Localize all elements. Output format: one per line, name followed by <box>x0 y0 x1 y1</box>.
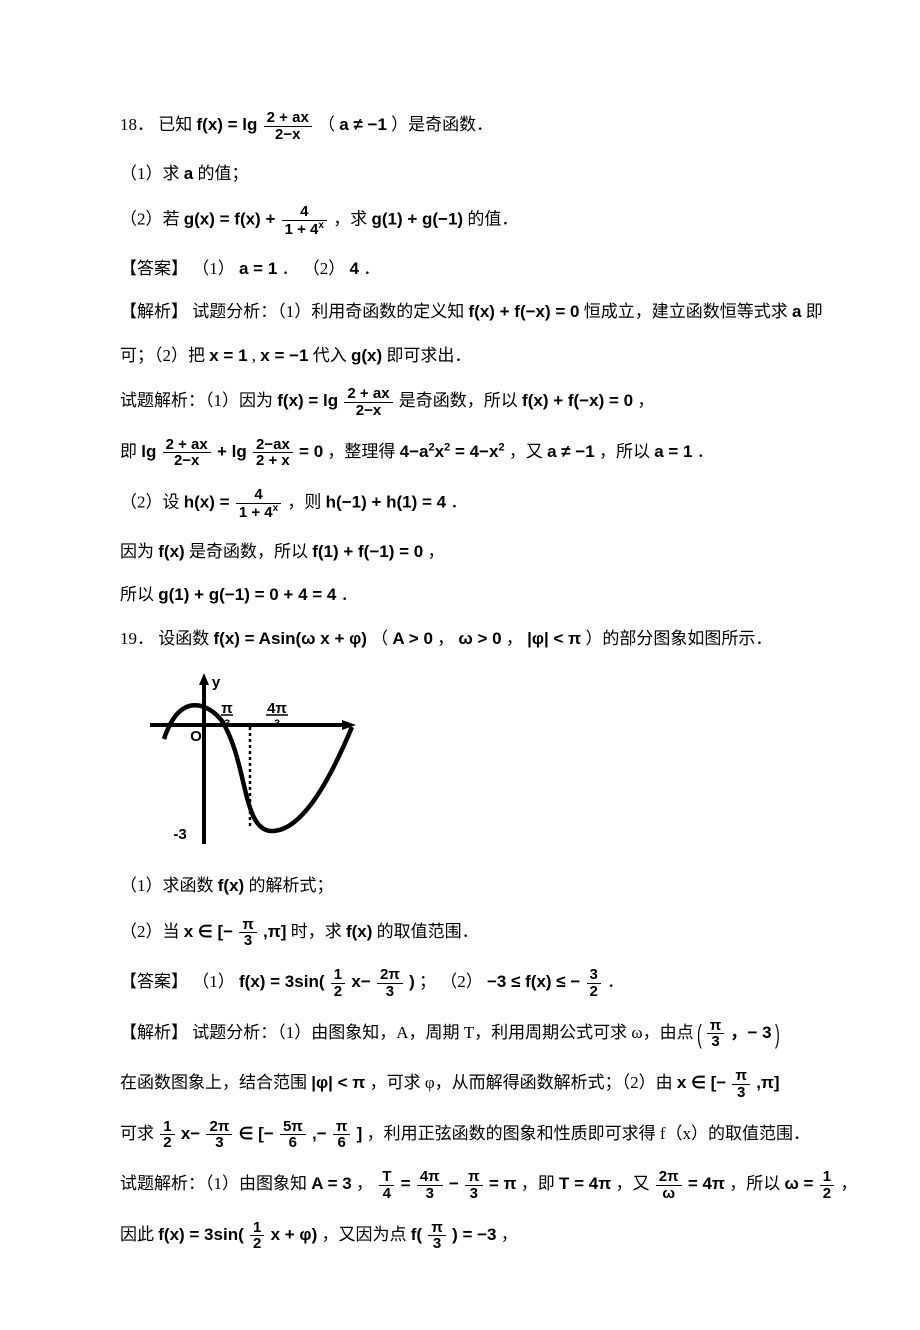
ylabel: y <box>212 674 221 691</box>
q18-jx1: 【解析】 试题分析：（1）利用奇函数的定义知 f(x) + f(−x) = 0 … <box>120 299 800 325</box>
q19-jx3: 可求 1 2 x− 2π 3 ∈ [− 5π 6 ,− π 6 ] ，利用正弦函… <box>120 1119 800 1152</box>
sine-graph: y O -3 π 3 4π 3 <box>142 669 800 859</box>
q19-jx2: 在函数图象上，结合范围 |φ| < π ，可求 φ，从而解得函数解析式；（2）由… <box>120 1068 800 1101</box>
q19-p2: （2）当 x ∈ [− π 3 ,π] 时，求 f(x) 的取值范围． <box>120 917 800 950</box>
q18-fx: f(x) = lg <box>197 115 258 134</box>
q19-line1: 19． 设函数 f(x) = Asin(ω x + φ) （ A > 0 ， ω… <box>120 626 800 652</box>
svg-text:3: 3 <box>274 718 280 730</box>
q18-s4: 因为 f(x) 是奇函数，所以 f(1) + f(−1) = 0 ， <box>120 539 800 565</box>
q18-head-a: 已知 <box>158 115 192 134</box>
q18-frac1: 2 + ax 2−x <box>264 110 312 143</box>
q19-s1: 试题解析：（1）由图象知 A = 3 ， T 4 = 4π 3 − π 3 = … <box>120 1169 800 1202</box>
q19-p1: （1）求函数 f(x) 的解析式； <box>120 873 800 899</box>
q18-head-b: （ <box>318 115 335 134</box>
q19-ans: 【答案】 （1） f(x) = 3sin( 1 2 x− 2π 3 ) ； （2… <box>120 967 800 1000</box>
q18-line1: 18． 已知 f(x) = lg 2 + ax 2−x （ a ≠ −1 ）是奇… <box>120 110 800 143</box>
q18-s5: 所以 g(1) + g(−1) = 0 + 4 = 4 ． <box>120 582 800 608</box>
q18-s2: 即 lg 2 + ax 2−x + lg 2−ax 2 + x = 0 ，整理得… <box>120 437 800 470</box>
q18-s1: 试题解析：（1）因为 f(x) = lg 2 + ax 2−x 是奇函数，所以 … <box>120 386 800 419</box>
q19-s2: 因此 f(x) = 3sin( 1 2 x + φ) ，又因为点 f( π 3 … <box>120 1220 800 1253</box>
sine-graph-svg: y O -3 π 3 4π 3 <box>142 669 362 859</box>
q18-frac2: 4 1 + 4x <box>282 204 327 238</box>
q18-jx2: 可；（2）把 x = 1 , x = −1 代入 g(x) 即可求出． <box>120 343 800 369</box>
svg-text:3: 3 <box>224 718 230 730</box>
q19-jx1: 【解析】 试题分析：（1）由图象知，A，周期 T，利用周期公式可求 ω，由点 (… <box>120 1018 800 1051</box>
q18-p1: （1）求 a 的值； <box>120 161 800 187</box>
q18-num: 18． <box>120 115 154 134</box>
q18-s3: （2）设 h(x) = 4 1 + 4x ，则 h(−1) + h(1) = 4… <box>120 487 800 521</box>
origin-label: O <box>190 728 202 745</box>
minus3-label: -3 <box>173 826 186 843</box>
q18-ans: 【答案】 （1） a = 1 ． （2） 4 ． <box>120 256 800 282</box>
q18-p2: （2）若 g(x) = f(x) + 4 1 + 4x ，求 g(1) + g(… <box>120 204 800 238</box>
